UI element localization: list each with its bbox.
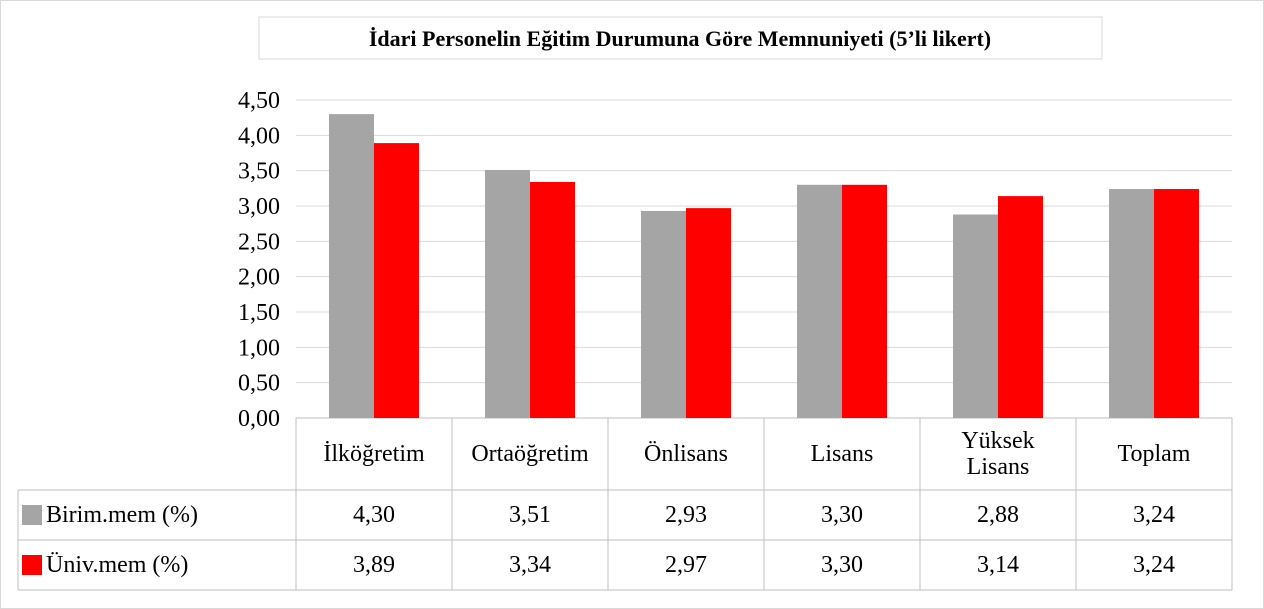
table-value: 3,24 [1076, 540, 1232, 590]
title-box [258, 16, 1103, 60]
legend-key [22, 555, 42, 575]
table-value-text: 3,30 [821, 501, 863, 528]
y-tick-label: 4,50 [238, 88, 280, 114]
table-value-text: 3,51 [509, 501, 551, 528]
table-value-text: 3,24 [1133, 551, 1175, 578]
table-value: 3,30 [764, 540, 920, 590]
table-value: 3,14 [920, 540, 1076, 590]
bar [686, 208, 731, 418]
table-value-text: 3,89 [353, 551, 395, 578]
y-tick-label: 0,50 [238, 371, 280, 397]
x-tick-label-text: İlköğretim [323, 440, 425, 467]
y-tick-label: 3,00 [238, 194, 280, 220]
y-tick-label: 4,00 [238, 123, 280, 149]
x-tick-label: Toplam [1076, 418, 1232, 490]
table-value: 2,93 [608, 490, 764, 540]
x-tick-label-text: Lisans [810, 440, 874, 467]
table-value: 4,30 [296, 490, 452, 540]
x-tick-label: İlköğretim [296, 418, 452, 490]
y-tick-label: 0,00 [238, 406, 280, 432]
x-tick-label-text: Yüksek Lisans [961, 427, 1035, 480]
table-value: 3,30 [764, 490, 920, 540]
table-value-text: 3,24 [1133, 501, 1175, 528]
bar [329, 114, 374, 418]
x-tick-label: Lisans [764, 418, 920, 490]
x-tick-label: Önlisans [608, 418, 764, 490]
table-value: 3,34 [452, 540, 608, 590]
bar [797, 184, 842, 418]
legend-key [22, 505, 42, 525]
bar [842, 184, 887, 418]
legend-label: Birim.mem (%) [46, 501, 198, 528]
y-tick-label: 3,50 [238, 159, 280, 185]
bar [485, 169, 530, 418]
table-value-text: 2,93 [665, 501, 707, 528]
x-tick-label-text: Ortaöğretim [471, 440, 589, 467]
table-value: 3,51 [452, 490, 608, 540]
table-value: 2,97 [608, 540, 764, 590]
table-value-text: 3,30 [821, 551, 863, 578]
bar [530, 181, 575, 418]
bar [998, 196, 1043, 418]
legend-entry: Birim.mem (%) [18, 490, 296, 540]
bar [1109, 189, 1154, 418]
x-tick-label-text: Toplam [1117, 440, 1191, 467]
table-value-text: 2,88 [977, 501, 1019, 528]
bar [641, 210, 686, 418]
bar [1154, 189, 1199, 418]
table-value-text: 2,97 [665, 551, 707, 578]
table-value-text: 4,30 [353, 501, 395, 528]
table-value-text: 3,14 [977, 551, 1019, 578]
y-tick-label: 1,00 [238, 335, 280, 361]
y-tick-label: 2,50 [238, 229, 280, 255]
x-tick-label: Ortaöğretim [452, 418, 608, 490]
y-tick-label: 1,50 [238, 300, 280, 326]
bar [953, 214, 998, 418]
table-value: 3,24 [1076, 490, 1232, 540]
table-value: 3,89 [296, 540, 452, 590]
legend-label: Üniv.mem (%) [46, 551, 189, 578]
x-tick-label-text: Önlisans [644, 440, 728, 467]
chart-title: İdari Personelin Eğitim Durumuna Göre Me… [369, 26, 991, 51]
x-tick-label: Yüksek Lisans [920, 418, 1076, 490]
table-value: 2,88 [920, 490, 1076, 540]
bar [374, 143, 419, 418]
table-value-text: 3,34 [509, 551, 551, 578]
y-tick-label: 2,00 [238, 265, 280, 291]
legend-entry: Üniv.mem (%) [18, 540, 296, 590]
